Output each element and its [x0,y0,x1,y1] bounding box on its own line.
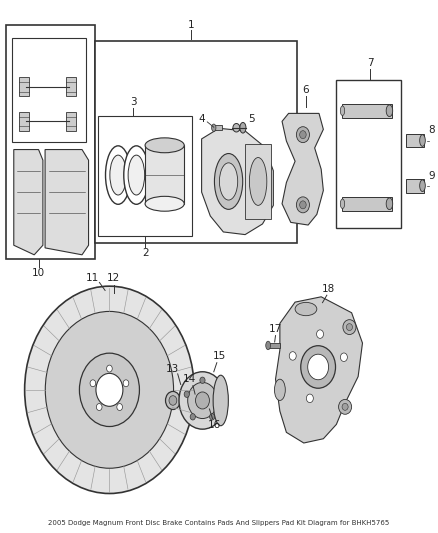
Text: 15: 15 [212,351,226,361]
Ellipse shape [275,379,285,400]
Ellipse shape [339,399,352,414]
Bar [95,41,297,243]
Bar [342,104,392,118]
Polygon shape [14,150,43,255]
Bar [342,197,392,211]
Ellipse shape [188,382,217,418]
Text: 1: 1 [187,20,194,30]
Text: 16: 16 [208,420,221,430]
Polygon shape [201,128,273,235]
Ellipse shape [25,286,194,494]
Ellipse shape [317,330,324,338]
Ellipse shape [145,196,184,211]
Ellipse shape [240,123,246,133]
Ellipse shape [212,124,216,132]
Ellipse shape [179,372,226,429]
Ellipse shape [300,131,306,139]
Ellipse shape [340,353,347,361]
Text: 7: 7 [367,59,374,68]
Bar [19,77,28,96]
Ellipse shape [219,163,238,200]
Ellipse shape [45,311,173,469]
Ellipse shape [106,146,131,204]
Ellipse shape [96,403,102,410]
Ellipse shape [306,394,313,402]
Bar [245,144,271,219]
Ellipse shape [106,365,112,372]
Bar [66,112,75,131]
Bar [66,77,75,96]
Ellipse shape [420,180,425,191]
Bar [12,38,86,142]
Text: 2005 Dodge Magnum Front Disc Brake Contains Pads And Slippers Pad Kit Diagram fo: 2005 Dodge Magnum Front Disc Brake Conta… [48,520,390,526]
Ellipse shape [169,395,177,405]
Text: 10: 10 [32,268,45,278]
Ellipse shape [301,346,336,388]
Polygon shape [282,114,323,225]
Text: 8: 8 [429,125,435,135]
Bar [406,134,424,148]
Ellipse shape [266,341,271,350]
Ellipse shape [386,105,393,117]
Ellipse shape [145,138,184,153]
Ellipse shape [297,127,309,143]
Text: 13: 13 [166,364,179,374]
Ellipse shape [213,375,228,426]
Ellipse shape [340,199,345,208]
Ellipse shape [342,403,348,410]
Ellipse shape [289,352,296,360]
Bar [98,116,191,236]
Text: 5: 5 [248,114,254,124]
Ellipse shape [215,391,221,398]
Ellipse shape [166,391,180,409]
Polygon shape [45,150,88,255]
Text: 9: 9 [429,171,435,181]
Ellipse shape [340,106,345,116]
Ellipse shape [297,197,309,213]
Ellipse shape [215,154,243,209]
Ellipse shape [308,354,328,379]
Text: 17: 17 [269,324,282,334]
Ellipse shape [249,158,267,205]
Text: 14: 14 [183,374,196,384]
Ellipse shape [184,391,189,398]
Text: 3: 3 [130,96,137,107]
Polygon shape [276,297,363,443]
Bar [268,343,280,348]
Bar [406,179,424,192]
Ellipse shape [300,201,306,209]
Bar [19,112,28,131]
Ellipse shape [117,403,123,410]
Ellipse shape [195,392,209,409]
Text: 18: 18 [322,284,335,294]
Bar [336,80,401,228]
Text: 4: 4 [198,114,205,124]
Text: 11: 11 [85,273,99,283]
Ellipse shape [233,124,240,132]
Ellipse shape [90,380,96,387]
Ellipse shape [295,302,317,316]
Text: 6: 6 [303,85,309,95]
Ellipse shape [200,377,205,383]
Ellipse shape [79,353,139,426]
Ellipse shape [386,198,393,209]
Ellipse shape [346,324,353,330]
Ellipse shape [96,373,123,406]
Ellipse shape [180,392,190,408]
Ellipse shape [343,320,356,335]
Ellipse shape [128,155,145,195]
Text: 12: 12 [107,273,120,283]
Text: 2: 2 [142,248,148,258]
Ellipse shape [124,146,149,204]
Bar [145,146,184,204]
Ellipse shape [190,414,195,420]
Bar [214,125,223,131]
Ellipse shape [123,380,129,387]
Ellipse shape [110,155,127,195]
Ellipse shape [420,135,425,147]
Ellipse shape [209,414,215,420]
Bar [6,25,95,259]
